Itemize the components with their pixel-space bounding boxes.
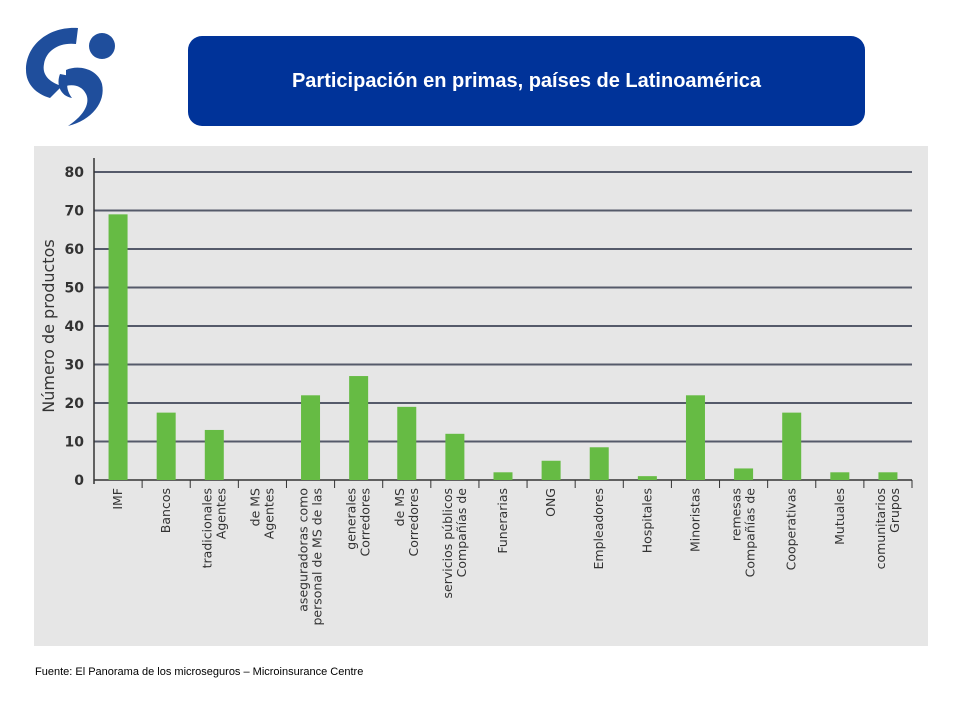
x-tick-label: personal de MS de lasaseguradoras como	[296, 488, 325, 626]
bar	[637, 476, 657, 480]
x-tick-label: Cooperativas	[784, 488, 799, 570]
y-axis-label: Número de productos	[39, 239, 58, 412]
chart-panel: 0 10 20 30 40 50 60 70 80 Número de productos IMF B…	[34, 146, 928, 646]
x-tick-label: Compañías deservicios públicos	[440, 488, 469, 599]
bar	[349, 376, 369, 480]
y-tick-label: 10	[65, 435, 85, 451]
x-tick-label: Empleadores	[591, 488, 606, 569]
x-tick-label: Hospitales	[639, 488, 654, 553]
x-tick-label: Compañías deremesas	[729, 488, 758, 578]
bar	[204, 429, 224, 480]
x-tick-label: ONG	[543, 488, 558, 517]
source-note: Fuente: El Panorama de los microseguros …	[35, 666, 364, 678]
x-tick-label: Bancos	[158, 488, 173, 533]
bar	[589, 447, 609, 480]
title-banner: Participación en primas, países de Latin…	[188, 36, 865, 126]
bar	[445, 433, 465, 480]
y-tick-label: 0	[74, 473, 84, 489]
y-tick-label: 30	[65, 358, 85, 374]
bar	[734, 468, 754, 480]
bar	[108, 214, 128, 480]
bar	[493, 472, 513, 480]
y-tick-label: 80	[65, 165, 85, 181]
microinsurance-logo-icon	[26, 27, 115, 126]
bar	[156, 412, 176, 480]
y-tick-label: 40	[65, 319, 85, 335]
bar-chart: 0 10 20 30 40 50 60 70 80 Número de productos IMF B…	[39, 158, 913, 626]
y-tick-label: 60	[65, 242, 85, 258]
x-tick-label: Corredoresgenerales	[344, 488, 373, 557]
x-tick-label: Corredoresde MS	[392, 488, 421, 557]
x-tick-label: Gruposcomunitarios	[873, 488, 902, 569]
bar	[782, 412, 802, 480]
x-tick-label: Mutuales	[832, 488, 847, 545]
page-title: Participación en primas, países de Latin…	[291, 69, 762, 92]
x-tick-label: Minoristas	[687, 488, 702, 552]
y-tick-label: 70	[65, 204, 85, 220]
logo	[20, 24, 130, 130]
bar	[301, 395, 321, 480]
bar	[878, 472, 898, 480]
bar	[541, 460, 561, 480]
x-tick-label: IMF	[110, 488, 125, 510]
bar	[685, 395, 705, 480]
y-tick-label: 20	[65, 396, 85, 412]
x-tick-label: Agentestradicionales	[199, 488, 228, 568]
bar	[397, 406, 417, 480]
x-tick-label: Funerarias	[495, 488, 510, 554]
y-tick-label: 50	[65, 281, 85, 297]
x-tick-label: Agentesde MS	[247, 488, 276, 539]
bar	[830, 472, 850, 480]
